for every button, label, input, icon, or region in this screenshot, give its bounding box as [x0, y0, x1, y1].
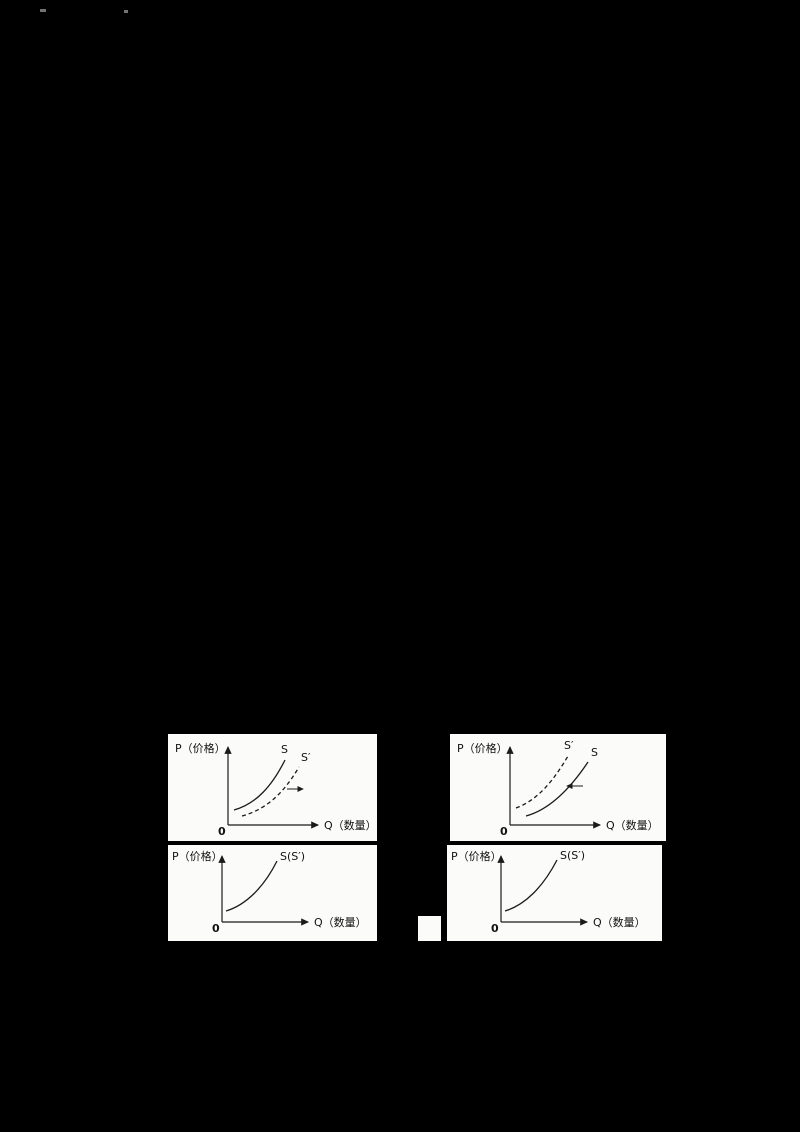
supply-shift-right-diagram: P（价格） Q（数量） 0 S S′ [168, 734, 377, 841]
supply-curve [233, 759, 286, 811]
scan-artifact-chip [418, 916, 441, 941]
diagram-canvas: P（价格） Q（数量） 0 S(S′) [451, 849, 646, 935]
y-axis-label: P（价格） [451, 849, 502, 863]
x-axis-label: Q（数量） [314, 916, 367, 929]
curve-label: S [281, 743, 288, 756]
supply-unchanged-diagram: P（价格） Q（数量） 0 S(S′) [168, 845, 377, 941]
curves-layer: S(S′) [225, 850, 305, 912]
curve-label: S(S′) [560, 849, 585, 862]
curves-layer: S S′ [233, 743, 311, 817]
supply-shift-left-diagram: P（价格） Q（数量） 0 S′ S [450, 734, 666, 841]
origin-label: 0 [500, 825, 508, 838]
supply-curve [525, 761, 589, 817]
curve-label: S(S′) [280, 850, 305, 863]
curves-layer: S′ S [515, 739, 598, 817]
scan-speck [40, 9, 46, 12]
y-axis-label: P（价格） [172, 849, 223, 863]
y-axis-label: P（价格） [457, 741, 508, 755]
curve-label: S′ [564, 739, 574, 752]
supply-curve-shifted [241, 766, 300, 817]
scan-speck [124, 10, 128, 13]
supply-unchanged-diagram: P（价格） Q（数量） 0 S(S′) [447, 845, 662, 941]
diagram-canvas: P（价格） Q（数量） 0 S(S′) [172, 849, 367, 935]
supply-curve-shifted [515, 755, 569, 809]
curves-layer: S(S′) [504, 849, 585, 912]
origin-label: 0 [218, 825, 226, 838]
supply-curve [225, 860, 278, 912]
supply-curve [504, 859, 558, 912]
diagram-canvas: P（价格） Q（数量） 0 S′ S [457, 739, 659, 838]
x-axis-label: Q（数量） [324, 819, 377, 832]
curve-label: S′ [301, 751, 311, 764]
y-axis-label: P（价格） [175, 741, 226, 755]
x-axis-label: Q（数量） [606, 819, 659, 832]
x-axis-label: Q（数量） [593, 916, 646, 929]
curve-label: S [591, 746, 598, 759]
origin-label: 0 [212, 922, 220, 935]
origin-label: 0 [491, 922, 499, 935]
diagram-canvas: P（价格） Q（数量） 0 S S′ [175, 741, 377, 838]
